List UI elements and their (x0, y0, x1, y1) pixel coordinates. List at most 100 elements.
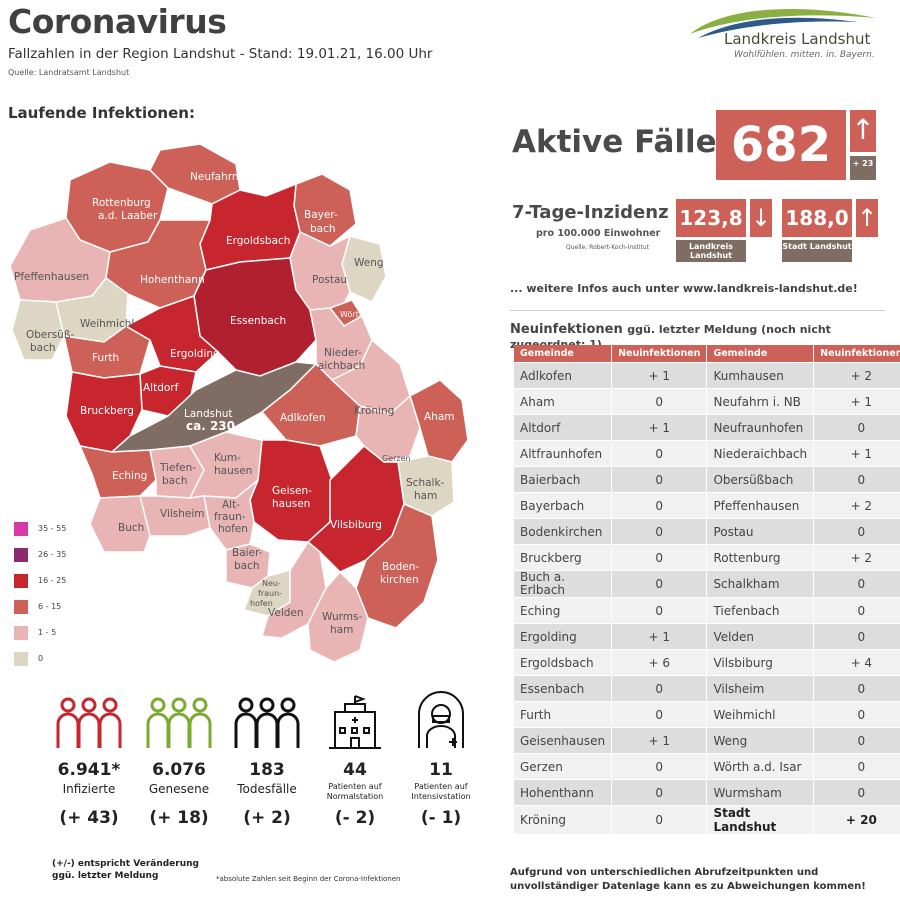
map-label: Kröning (354, 405, 394, 417)
map-label: Geisen- (272, 485, 312, 497)
legend-swatch (14, 574, 28, 588)
column-header: Gemeinde (514, 345, 612, 362)
legend-item: 1 - 5 (14, 626, 94, 640)
stat-change: (+ 43) (59, 808, 119, 828)
map-label: hausen (272, 498, 310, 510)
neuinfektionen-cell: 0 (612, 519, 707, 544)
gemeinde-cell: Altfraunhofen (514, 441, 612, 466)
map-label: hausen (214, 465, 252, 477)
gemeinde-cell: Eching (514, 598, 612, 623)
divider (510, 310, 885, 311)
map-label: Obersüß- (26, 329, 75, 341)
stat-number: 11 (429, 760, 453, 780)
gemeinde-cell: Bruckberg (514, 545, 612, 570)
table-row: Ergolding + 1 Velden 0 (514, 624, 900, 649)
legend-label: 0 (38, 654, 44, 663)
neuinfektionen-cell: 0 (612, 676, 707, 701)
inzidenz-source: Quelle: Robert-Koch-Institut (566, 244, 650, 251)
neuinfektionen-table: Gemeinde Neuinfektionen Gemeinde Neuinfe… (513, 344, 900, 835)
stat-label: Patienten auf Normalstation (326, 782, 384, 801)
map-label: Bayer- (304, 209, 338, 221)
gemeinde-cell: Wurmsham (707, 780, 814, 805)
landkreis-logo (690, 8, 876, 38)
icu-patient-icon (398, 690, 484, 750)
map-label: Gerzen (382, 454, 411, 463)
map-label: Nieder- (324, 347, 362, 359)
stats-row: 6.941* Infizierte (+ 43) 6.076 Genesene (+ 18… (46, 690, 486, 840)
stat-change: (+ 2) (243, 808, 291, 828)
table-row: Geisenhausen + 1 Weng 0 (514, 728, 900, 753)
table-row: Aham 0 Neufahrn i. NB + 1 (514, 389, 900, 414)
map-label: Neufahrn (190, 171, 239, 183)
aktive-faelle-value: 682 (716, 110, 846, 180)
region-wurmsham (307, 570, 369, 663)
map-label: bach (234, 560, 260, 572)
legend-item: 16 - 25 (14, 574, 94, 588)
gemeinde-cell: Weihmichl (707, 702, 814, 727)
map-label: bach (30, 342, 56, 354)
map-label: kirchen (380, 574, 419, 586)
table-row: Essenbach 0 Vilsheim 0 (514, 676, 900, 701)
neuinfektionen-cell: 0 (612, 441, 707, 466)
gemeinde-cell: Hohenthann (514, 780, 612, 805)
aktive-faelle-label: Aktive Fälle (512, 124, 717, 160)
inzidenz-label: 7-Tage-Inzidenz (512, 202, 669, 223)
inzidenz-stadt-value: 188,0 (782, 199, 852, 237)
table-row: Altfraunhofen 0 Niederaichbach + 1 (514, 441, 900, 466)
stat-number: 44 (343, 760, 367, 780)
map-label: Bruckberg (80, 405, 134, 417)
map-label: Aham (424, 411, 455, 423)
neuinfektionen-title-main: Neuinfektionen (510, 322, 623, 337)
inzidenz-sub: pro 100.000 Einwohner (536, 228, 661, 239)
neuinfektionen-cell: + 2 (814, 545, 900, 570)
legend-label: 26 - 35 (38, 550, 67, 559)
map-label: Weng (354, 257, 384, 269)
stat-4: 11 Patienten auf Intensivstation (- 1) (398, 690, 484, 840)
map-label: aichbach (318, 360, 365, 372)
table-header-row: Gemeinde Neuinfektionen Gemeinde Neuinfe… (514, 345, 900, 362)
neuinfektionen-cell: + 1 (814, 389, 900, 414)
neuinfektionen-cell: 0 (814, 702, 900, 727)
gemeinde-cell: Essenbach (514, 676, 612, 701)
neuinfektionen-cell: 0 (612, 780, 707, 805)
map-label: Wurms- (322, 611, 362, 623)
stat-number: 183 (249, 760, 285, 780)
legend-swatch (14, 600, 28, 614)
map-label: Weihmichl (80, 318, 134, 330)
neuinfektionen-cell: + 2 (814, 363, 900, 388)
arrow-down-icon: ↓ (750, 199, 772, 237)
page-title: Coronavirus (8, 2, 227, 41)
table-row: Gerzen 0 Wörth a.d. Isar 0 (514, 754, 900, 779)
table-row: Eching 0 Tiefenbach 0 (514, 598, 900, 623)
neuinfektionen-cell: 0 (612, 467, 707, 492)
map-label: Alt- (222, 499, 240, 511)
map-label: Boden- (382, 561, 419, 573)
map-label: Neu- (262, 579, 281, 588)
map-label: bach (162, 475, 188, 487)
stat-0: 6.941* Infizierte (+ 43) (46, 690, 132, 840)
legend-item: 26 - 35 (14, 548, 94, 562)
table-row: Bodenkirchen 0 Postau 0 (514, 519, 900, 544)
gemeinde-cell: Baierbach (514, 467, 612, 492)
region-ergolding (124, 294, 220, 373)
legend-swatch (14, 652, 28, 666)
map-label: Postau (312, 274, 347, 286)
neuinfektionen-cell: 0 (612, 702, 707, 727)
neuinfektionen-cell: + 2 (814, 493, 900, 518)
map-label: Buch (118, 522, 144, 534)
inzidenz-landkreis-value: 123,8 (676, 199, 746, 237)
neuinfektionen-cell: + 1 (612, 363, 707, 388)
neuinfektionen-cell: 0 (814, 624, 900, 649)
stat-number: 6.941* (57, 760, 121, 780)
map-label: fraun- (258, 589, 282, 598)
stat-number: 6.076 (152, 760, 206, 780)
arrow-up-icon: ↑ (856, 199, 878, 237)
legend-swatch (14, 522, 28, 536)
region-eching (78, 445, 157, 499)
gemeinde-cell: Tiefenbach (707, 598, 814, 623)
more-info-link[interactable]: ... weitere Infos auch unter www.landkre… (510, 282, 858, 295)
neuinfektionen-cell: 0 (814, 728, 900, 753)
legend-swatch (14, 626, 28, 640)
change-note: (+/-) entspricht Veränderung ggü. letzte… (52, 859, 199, 881)
gemeinde-cell: Bodenkirchen (514, 519, 612, 544)
